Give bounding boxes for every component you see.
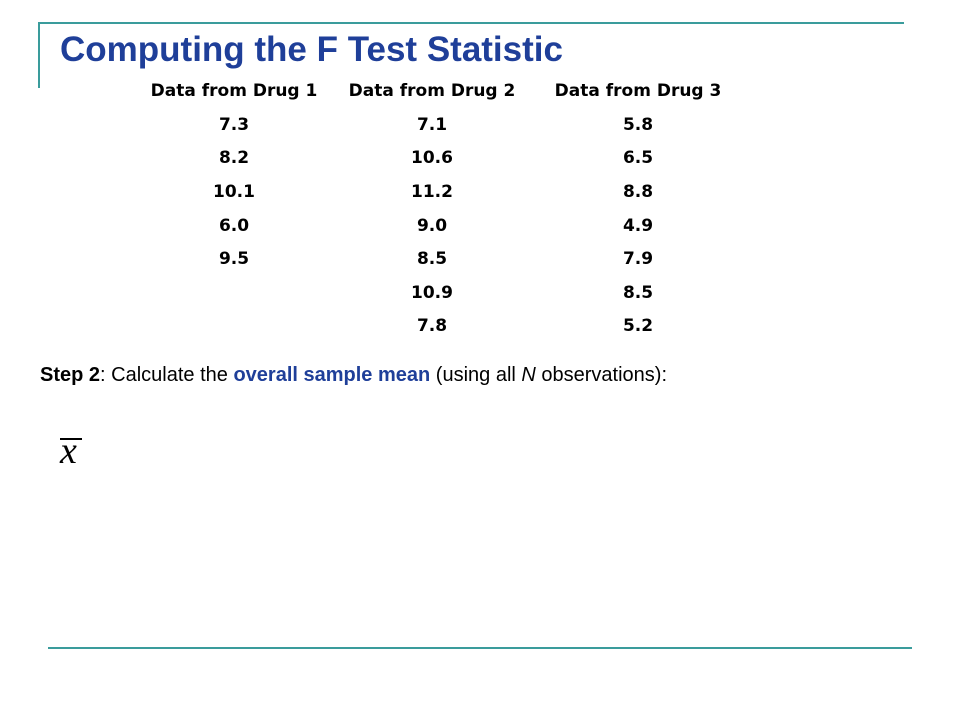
table-row: 10.9 8.5	[140, 276, 740, 310]
x-bar-formula: x	[58, 432, 88, 478]
table-header-row: Data from Drug 1 Data from Drug 2 Data f…	[140, 74, 740, 108]
table-cell: 9.0	[416, 215, 448, 236]
table-cell: 10.6	[411, 148, 453, 169]
table-cell: 9.5	[218, 249, 250, 270]
table-row: 7.3 7.1 5.8	[140, 108, 740, 142]
left-rule	[38, 22, 40, 88]
overline-bar	[60, 438, 82, 440]
bottom-rule	[48, 647, 912, 649]
step-text-before: : Calculate the	[100, 364, 234, 386]
step-variable: N	[521, 364, 536, 386]
table-row: 6.0 9.0 4.9	[140, 209, 740, 243]
table-row: 9.5 8.5 7.9	[140, 242, 740, 276]
step-instruction: Step 2: Calculate the overall sample mea…	[40, 364, 667, 387]
table-cell: 6.0	[218, 215, 250, 236]
table-cell	[140, 310, 328, 344]
step-label: Step 2	[40, 364, 101, 386]
table-cell: 8.2	[218, 148, 250, 169]
slide-title: Computing the F Test Statistic	[60, 30, 563, 69]
drug-data-table: Data from Drug 1 Data from Drug 2 Data f…	[140, 74, 740, 343]
table-row: 10.1 11.2 8.8	[140, 175, 740, 209]
table-cell: 8.5	[416, 249, 448, 270]
table-cell: 5.8	[622, 114, 654, 135]
table-cell: 10.1	[213, 181, 255, 202]
top-rule	[38, 22, 904, 24]
table-cell: 7.3	[218, 114, 250, 135]
step-highlight: overall sample mean	[233, 364, 431, 386]
table-cell: 4.9	[622, 215, 654, 236]
table-row: 8.2 10.6 6.5	[140, 142, 740, 176]
x-symbol: x	[60, 430, 77, 472]
step-text-after: observations):	[535, 364, 668, 386]
table-cell: 7.9	[622, 249, 654, 270]
table-cell: 8.8	[622, 181, 654, 202]
table-cell: 5.2	[622, 316, 654, 337]
table-cell: 11.2	[411, 181, 453, 202]
table-cell: 6.5	[622, 148, 654, 169]
table-cell: 8.5	[622, 282, 654, 303]
table-cell: 7.1	[416, 114, 448, 135]
table-cell: 7.8	[416, 316, 448, 337]
table-row: 7.8 5.2	[140, 310, 740, 344]
table-cell	[140, 276, 328, 310]
column-header: Data from Drug 2	[348, 81, 516, 101]
step-text-middle: (using all	[430, 364, 522, 386]
column-header: Data from Drug 3	[554, 81, 722, 101]
column-header: Data from Drug 1	[150, 81, 318, 101]
table-cell: 10.9	[411, 282, 453, 303]
